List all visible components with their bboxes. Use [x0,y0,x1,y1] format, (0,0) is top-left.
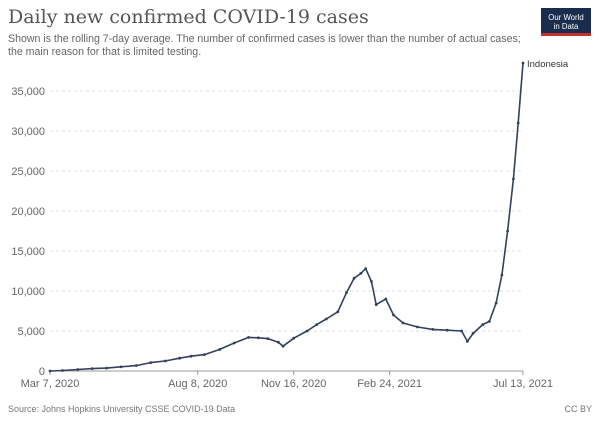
owid-logo[interactable]: Our World in Data [541,8,591,36]
x-tick-label: Feb 24, 2021 [357,378,422,390]
data-point[interactable] [392,313,395,317]
gridlines [50,90,523,332]
data-point[interactable] [471,332,475,335]
data-point[interactable] [281,344,285,348]
data-point[interactable] [374,303,378,306]
license-note[interactable]: CC BY [564,404,592,414]
data-point[interactable] [266,337,270,340]
y-tick-label: 5,000 [17,326,45,338]
data-point[interactable] [431,328,435,331]
data-point[interactable] [384,297,388,301]
data-point[interactable] [305,329,309,333]
x-tick-label: Nov 16, 2020 [261,378,326,390]
y-tick-label: 30,000 [11,126,45,138]
data-point[interactable] [134,364,138,367]
series-label: Indonesia [527,59,569,70]
data-point[interactable] [276,340,280,344]
data-point[interactable] [76,368,80,371]
y-tick-label: 20,000 [11,206,45,218]
data-point[interactable] [364,267,368,270]
data-point[interactable] [48,369,52,373]
data-point[interactable] [292,336,296,340]
data-point[interactable] [445,328,449,332]
source-note: Source: Johns Hopkins University CSSE CO… [8,404,236,414]
data-point[interactable] [359,272,363,275]
data-point[interactable] [61,369,64,372]
series-line-indonesia[interactable] [49,62,524,372]
data-point[interactable] [416,325,419,329]
x-tick-label: Aug 8, 2020 [168,378,227,390]
data-point[interactable] [189,354,193,358]
data-point[interactable] [105,366,109,370]
series-layer[interactable]: Indonesia [48,59,569,373]
data-point[interactable] [401,321,405,325]
y-tick-label: 0 [39,366,45,378]
data-point[interactable] [516,121,520,125]
data-point[interactable] [163,359,167,363]
data-point[interactable] [119,365,123,369]
data-point[interactable] [506,229,510,233]
data-point[interactable] [500,273,504,277]
data-point[interactable] [256,336,260,340]
data-point[interactable] [481,323,485,326]
line-chart: 0 5,000 10,000 15,000 20,000 25,000 30,000 35,0… [11,59,569,390]
y-tick-label: 35,000 [11,86,45,98]
data-point[interactable] [494,301,498,305]
data-point[interactable] [521,61,525,65]
data-point[interactable] [90,367,94,370]
data-point[interactable] [336,310,340,314]
data-point[interactable] [247,336,251,339]
logo-line-1: Our World [548,13,584,22]
data-point[interactable] [460,329,463,333]
data-point[interactable] [149,361,153,364]
data-point[interactable] [218,348,222,351]
y-tick-label: 15,000 [11,246,45,258]
data-point[interactable] [512,177,515,181]
data-point[interactable] [315,323,319,326]
data-point[interactable] [232,341,236,345]
x-axis: Mar 7, 2020 Aug 8, 2020 Nov 16, 2020 Feb 24… [21,370,553,390]
data-point[interactable] [352,276,356,280]
data-point[interactable] [203,353,206,356]
x-tick-label: Jul 13, 2021 [493,378,553,390]
data-point[interactable] [370,280,373,283]
data-point[interactable] [178,356,181,360]
chart-title: Daily new confirmed COVID-19 cases [8,6,369,28]
data-point[interactable] [488,320,491,323]
y-tick-label: 10,000 [11,286,45,298]
data-point[interactable] [324,317,328,321]
x-tick-label: Mar 7, 2020 [21,378,80,390]
y-axis: 0 5,000 10,000 15,000 20,000 25,000 30,000 35,0… [11,86,45,378]
logo-line-2: in Data [553,22,579,31]
chart-subtitle: Shown is the rolling 7-day average. The … [8,33,521,58]
data-point[interactable] [465,340,469,343]
y-tick-label: 25,000 [11,166,45,178]
data-point[interactable] [345,291,348,294]
